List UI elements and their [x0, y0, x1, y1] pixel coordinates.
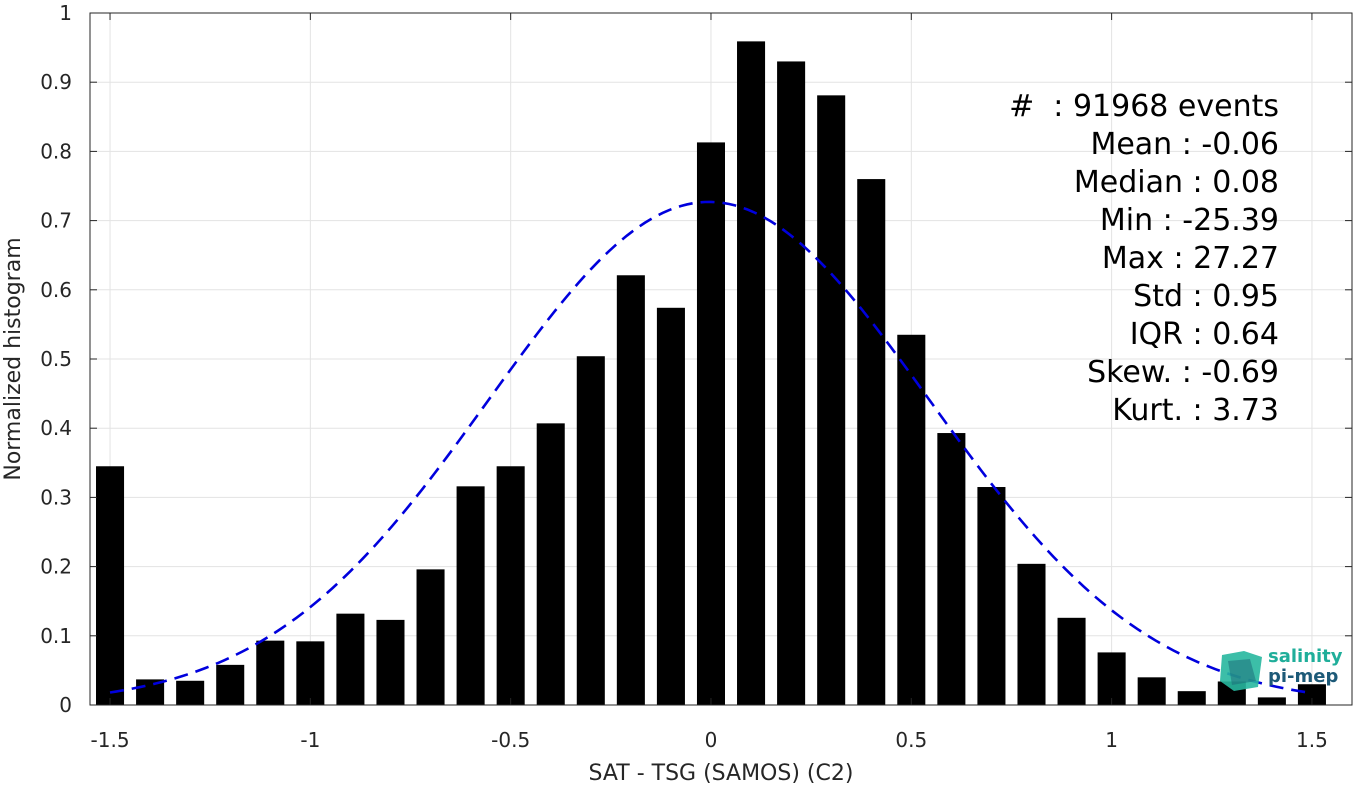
stat-iqr: IQR : 0.64	[1129, 317, 1279, 352]
histogram-bar	[1097, 652, 1126, 705]
logo-line1: salinity	[1268, 646, 1343, 667]
histogram-bar	[1057, 617, 1086, 705]
ticks	[90, 12, 1352, 706]
y-tick-label: 0.7	[40, 209, 72, 233]
histogram-bar	[576, 356, 605, 705]
y-tick-label: 1	[59, 1, 72, 25]
histogram-bar	[817, 95, 846, 705]
y-tick-label: 0	[59, 693, 72, 717]
histogram-bar	[456, 486, 485, 705]
logo-icon	[1220, 651, 1262, 691]
histogram-bar	[296, 641, 325, 705]
logo-line2: pi-mep	[1268, 666, 1339, 687]
histogram-bar	[1017, 563, 1046, 705]
histogram-bar	[937, 433, 966, 705]
y-tick-label: 0.8	[40, 139, 72, 163]
salinity-pimep-logo: salinity pi-mep	[1218, 645, 1348, 693]
histogram-bar	[777, 61, 806, 705]
stat-median: Median : 0.08	[1073, 165, 1279, 200]
y-tick-label: 0.3	[40, 485, 72, 509]
histogram-bar	[216, 664, 245, 705]
x-tick-label: -1.5	[91, 728, 130, 752]
stat-max: Max : 27.27	[1101, 241, 1279, 276]
histogram-bar	[1257, 697, 1286, 705]
y-tick-label: 0.5	[40, 347, 72, 371]
x-tick-label: 1	[1105, 728, 1118, 752]
histogram-bar	[897, 334, 926, 705]
x-tick-label: 0.5	[895, 728, 927, 752]
y-tick-label: 0.2	[40, 555, 72, 579]
histogram-bar	[176, 680, 205, 705]
x-tick-label: 1.5	[1296, 728, 1328, 752]
histogram-bar	[1177, 691, 1206, 705]
y-tick-label: 0.1	[40, 624, 72, 648]
x-tick-labels: -1.5 -1 -0.5 0 0.5 1 1.5	[91, 728, 1328, 752]
normal-fit-curve	[109, 200, 1313, 695]
x-axis-label: SAT - TSG (SAMOS) (C2)	[589, 761, 854, 785]
bars	[96, 41, 1326, 706]
stat-events: # : 91968 events	[1009, 89, 1279, 124]
y-tick-labels: 0 0.1 0.2 0.3 0.4 0.5 0.6 0.7 0.8 0.9 1	[40, 1, 72, 717]
histogram-bar	[977, 487, 1006, 705]
stat-mean: Mean : -0.06	[1090, 127, 1279, 162]
stat-min: Min : -25.39	[1099, 203, 1279, 238]
x-tick-label: -0.5	[491, 728, 530, 752]
histogram-bar	[496, 466, 525, 705]
histogram-bar	[96, 466, 125, 705]
stat-std: Std : 0.95	[1133, 279, 1279, 314]
histogram-bar	[857, 179, 886, 705]
histogram-bar	[1137, 677, 1166, 705]
histogram-bar	[256, 640, 285, 705]
y-tick-label: 0.9	[40, 70, 72, 94]
x-tick-label: 0	[705, 728, 718, 752]
histogram-bar	[416, 569, 445, 705]
x-tick-label: -1	[300, 728, 320, 752]
stat-skew: Skew. : -0.69	[1087, 355, 1279, 390]
y-axis-label: Normalized histogram	[1, 237, 26, 480]
histogram-bar	[536, 423, 565, 705]
histogram-bar	[616, 275, 645, 705]
histogram-bar	[336, 613, 365, 705]
histogram-bar	[656, 307, 685, 705]
y-tick-label: 0.4	[40, 416, 72, 440]
statistics-box: # : 91968 events Mean : -0.06 Median : 0…	[1009, 88, 1279, 430]
histogram-bar	[737, 41, 766, 705]
stat-kurt: Kurt. : 3.73	[1112, 393, 1279, 428]
histogram-bar	[376, 619, 405, 705]
histogram-bar	[696, 142, 726, 706]
histogram-bar	[1297, 684, 1326, 705]
y-tick-label: 0.6	[40, 278, 72, 302]
